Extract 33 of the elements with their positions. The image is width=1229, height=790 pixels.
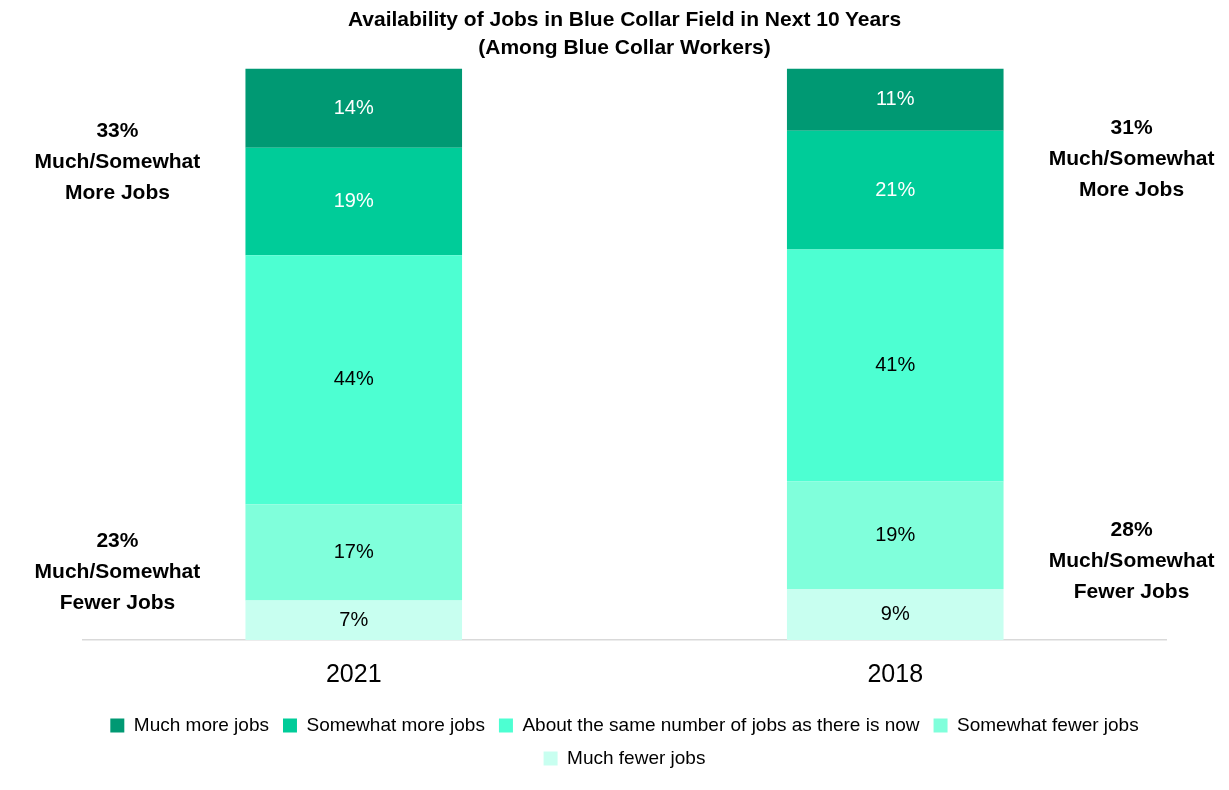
bar [786, 130, 1004, 250]
annotation: 23% Much/Somewhat Fewer Jobs [34, 527, 201, 613]
chart-subtitle: (Among Blue Collar Workers) [478, 34, 771, 58]
annotation: 28% Much/Somewhat Fewer Jobs [1048, 516, 1215, 602]
data-label: 7% [339, 607, 369, 630]
legend-label: Somewhat more jobs [306, 713, 485, 735]
bar [786, 481, 1004, 590]
data-label: 41% [875, 353, 916, 376]
bar [786, 249, 1004, 482]
annotation: 33% Much/Somewhat More Jobs [34, 117, 201, 203]
legend-label: Much more jobs [133, 713, 269, 735]
data-label: 19% [875, 522, 916, 545]
data-label: 44% [333, 367, 374, 390]
legend-label: About the same number of jobs as there is now [522, 713, 920, 735]
legend-label: Somewhat fewer jobs [957, 713, 1139, 735]
chart-title: Availability of Jobs in Blue Collar Field in Next 10 Years [347, 7, 902, 31]
bar [245, 68, 463, 148]
x-tick-label: 2021 [325, 658, 382, 687]
annotation: 31% Much/Somewhat More Jobs [1048, 114, 1215, 200]
x-tick-label: 2018 [867, 658, 924, 687]
bar [245, 255, 463, 505]
bar [245, 504, 463, 601]
data-label: 11% [875, 87, 915, 110]
data-label: 19% [333, 188, 374, 211]
legend-label: Much fewer jobs [567, 746, 706, 768]
bar [786, 589, 1004, 640]
data-label: 9% [880, 602, 910, 625]
data-label: 21% [875, 177, 916, 200]
bar [786, 68, 1004, 131]
bar [245, 147, 463, 256]
data-label: 17% [333, 539, 374, 562]
bar [245, 600, 463, 640]
data-label: 14% [333, 95, 374, 118]
